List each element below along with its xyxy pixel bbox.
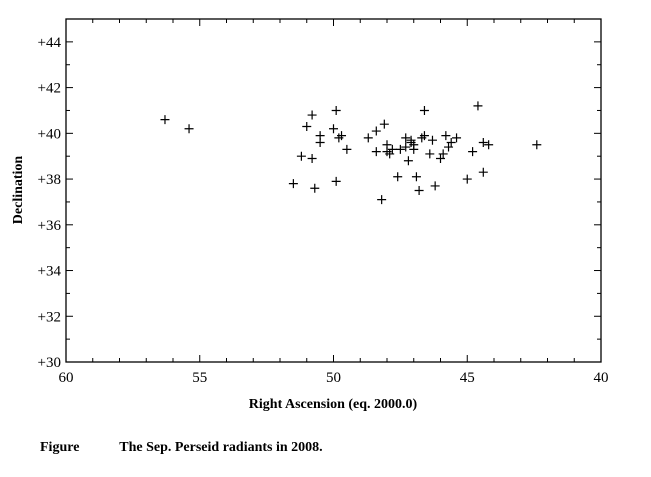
radiant-point <box>393 172 403 182</box>
radiant-point <box>478 167 488 177</box>
y-tick-label: +30 <box>38 355 61 371</box>
scatter-chart: 60 55 50 45 40 +30 +32 +34 +36 +38 +40 +42 +44 Righ… <box>11 18 609 412</box>
figure-caption: Figure The Sep. Perseid radiants in 2008… <box>40 440 323 456</box>
plot-area-frame <box>65 18 602 363</box>
radiant-point <box>414 186 424 195</box>
radiant-point <box>436 153 445 163</box>
radiant-point <box>478 137 488 147</box>
radiant-point <box>409 144 419 154</box>
radiant-point <box>532 140 542 150</box>
y-axis-ticks: +30 +32 +34 +36 +38 +40 +42 +44 <box>38 18 601 371</box>
data-points <box>160 101 542 205</box>
x-tick-label: 40 <box>594 370 609 386</box>
radiant-point <box>288 179 298 189</box>
y-tick-label: +42 <box>38 81 61 97</box>
x-axis-title: Right Ascension (eq. 2000.0) <box>249 397 418 412</box>
x-tick-label: 60 <box>59 370 74 386</box>
radiant-point <box>406 135 416 145</box>
radiant-point <box>302 121 312 131</box>
radiant-point <box>371 147 381 157</box>
radiant-point <box>385 149 395 159</box>
radiant-point <box>379 119 389 129</box>
radiant-point <box>160 115 170 125</box>
x-tick-label: 55 <box>192 370 207 386</box>
y-axis-title: Declination <box>11 156 26 225</box>
radiant-point <box>419 105 429 115</box>
y-tick-label: +40 <box>38 126 61 142</box>
radiant-point <box>307 153 317 163</box>
radiant-point <box>425 149 435 159</box>
radiant-point <box>310 183 320 193</box>
radiant-point <box>430 181 440 191</box>
y-tick-label: +34 <box>38 264 62 280</box>
radiant-point <box>296 151 306 161</box>
radiant-point <box>427 135 437 145</box>
radiant-point <box>377 195 387 205</box>
radiant-point <box>184 124 194 134</box>
radiant-point <box>307 110 317 120</box>
radiant-point <box>438 149 448 159</box>
radiant-point <box>331 105 341 115</box>
radiant-point <box>452 133 462 143</box>
caption-text: The Sep. Perseid radiants in 2008. <box>119 440 323 455</box>
radiant-point <box>371 126 381 136</box>
y-tick-label: +36 <box>38 218 62 234</box>
radiant-point <box>337 131 347 141</box>
radiant-point <box>446 137 456 147</box>
radiant-point <box>419 131 429 141</box>
y-tick-label: +38 <box>38 172 61 188</box>
radiant-point <box>462 174 472 184</box>
radiant-point <box>411 172 421 182</box>
y-tick-label: +44 <box>38 35 62 51</box>
radiant-point <box>315 137 325 147</box>
radiant-point <box>468 147 478 157</box>
radiant-point <box>401 133 411 143</box>
radiant-point <box>387 144 397 154</box>
radiant-point <box>441 131 451 141</box>
caption-label: Figure <box>40 440 80 455</box>
radiant-point <box>444 142 454 152</box>
radiant-point <box>473 101 483 111</box>
radiant-point <box>395 144 405 154</box>
radiant-point <box>484 140 494 150</box>
radiant-point <box>329 124 338 134</box>
x-tick-label: 45 <box>460 370 475 386</box>
radiant-point <box>363 133 373 143</box>
x-tick-label: 50 <box>326 370 341 386</box>
x-axis-ticks: 60 55 50 45 40 <box>59 19 609 386</box>
radiant-point <box>331 176 341 186</box>
radiant-point <box>401 142 411 152</box>
radiant-point <box>403 156 413 166</box>
y-tick-label: +32 <box>38 309 61 325</box>
radiant-point <box>342 144 352 154</box>
